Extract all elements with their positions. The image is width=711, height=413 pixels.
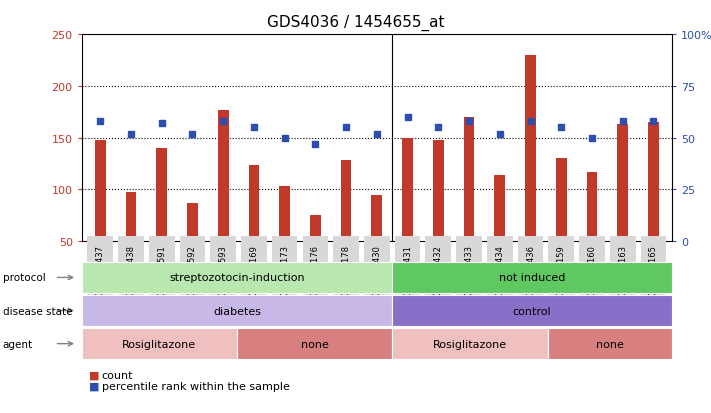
Text: GSM286160: GSM286160 (587, 244, 597, 295)
Text: GSM286173: GSM286173 (280, 244, 289, 296)
Bar (648, 123, 659, 242)
Text: GSM286169: GSM286169 (250, 244, 258, 295)
Bar (126, 192, 137, 242)
Text: GSM286434: GSM286434 (496, 244, 504, 295)
Bar (617, 125, 628, 242)
Text: diabetes: diabetes (213, 306, 261, 316)
Text: GSM286592: GSM286592 (188, 244, 197, 295)
Text: GSM286591: GSM286591 (157, 244, 166, 295)
Text: GDS4036 / 1454655_at: GDS4036 / 1454655_at (267, 14, 444, 31)
Bar (310, 216, 321, 242)
Text: GSM286436: GSM286436 (526, 244, 535, 296)
Text: GSM286437: GSM286437 (96, 244, 105, 296)
Text: GSM286163: GSM286163 (619, 244, 627, 296)
Text: GSM286431: GSM286431 (403, 244, 412, 295)
Text: GSM286165: GSM286165 (649, 244, 658, 295)
Text: Rosiglitazone: Rosiglitazone (122, 339, 196, 349)
Bar (402, 138, 413, 242)
Text: control: control (513, 306, 552, 316)
Text: GSM286176: GSM286176 (311, 244, 320, 296)
Bar (464, 118, 474, 242)
Bar (433, 140, 444, 242)
Text: none: none (596, 339, 624, 349)
Bar (218, 110, 228, 242)
Text: GSM286430: GSM286430 (373, 244, 381, 295)
Text: GSM286438: GSM286438 (127, 244, 135, 296)
Text: GSM286159: GSM286159 (557, 244, 566, 295)
Text: ■: ■ (89, 370, 100, 380)
Text: Rosiglitazone: Rosiglitazone (433, 339, 507, 349)
Text: disease state: disease state (3, 306, 73, 316)
Text: not induced: not induced (499, 273, 565, 283)
Text: agent: agent (3, 339, 33, 349)
Text: streptozotocin-induction: streptozotocin-induction (169, 273, 305, 283)
Text: protocol: protocol (3, 273, 46, 283)
Bar (341, 161, 351, 242)
Bar (95, 140, 106, 242)
Text: GSM286178: GSM286178 (341, 244, 351, 296)
Text: GSM286432: GSM286432 (434, 244, 443, 295)
Text: count: count (102, 370, 133, 380)
Bar (371, 195, 383, 242)
Bar (187, 204, 198, 242)
Bar (156, 149, 167, 242)
Text: GSM286433: GSM286433 (464, 244, 474, 296)
Text: GSM286593: GSM286593 (219, 244, 228, 295)
Bar (587, 173, 597, 242)
Bar (249, 165, 260, 242)
Bar (556, 159, 567, 242)
Text: ■: ■ (89, 381, 100, 391)
Bar (494, 176, 505, 242)
Bar (279, 187, 290, 242)
Text: none: none (301, 339, 328, 349)
Text: percentile rank within the sample: percentile rank within the sample (102, 381, 289, 391)
Bar (525, 56, 536, 242)
